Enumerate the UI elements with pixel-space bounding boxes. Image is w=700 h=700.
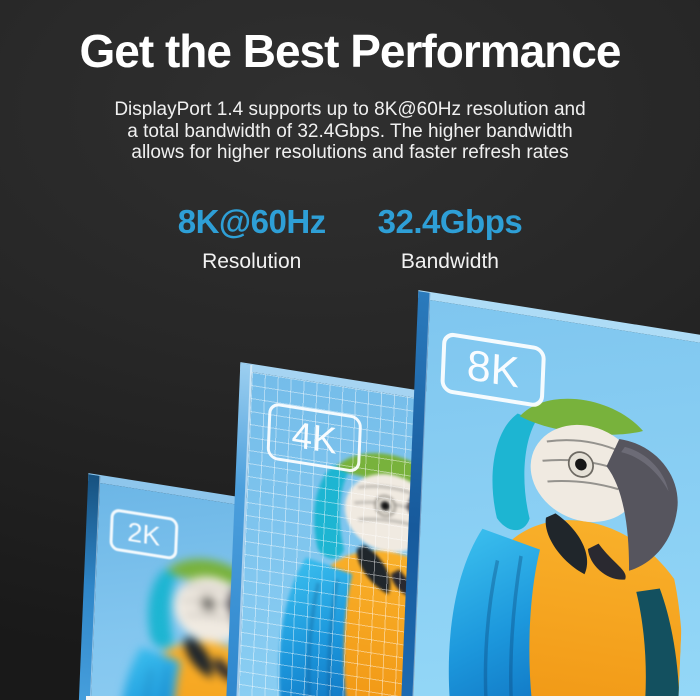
stat-resolution: 8K@60Hz Resolution [178,203,326,274]
page-title: Get the Best Performance [79,25,622,77]
description-line-1: DisplayPort 1.4 supports up to 8K@60Hz r… [114,99,586,120]
bottom-page-divider [86,696,700,700]
description-line-2: a total bandwidth of 32.4Gbps. The highe… [127,120,573,142]
stat-bandwidth: 32.4Gbps Bandwidth [378,203,523,274]
description-line-3: allows for higher resolutions and faster… [131,142,569,163]
bandwidth-label: Bandwidth [400,250,499,273]
screen-8k: 8K [412,300,700,700]
parrot-illustration-sharp [412,348,691,700]
description-text: DisplayPort 1.4 supports up to 8K@60Hz r… [0,99,700,164]
bandwidth-value: 32.4Gbps [377,203,523,240]
resolution-value: 8K@60Hz [177,203,326,240]
monitor-panel-8k: 8K [400,290,700,700]
resolution-label: Resolution [202,250,302,273]
spec-stats: 8K@60Hz Resolution 32.4Gbps Bandwidth [0,203,700,274]
